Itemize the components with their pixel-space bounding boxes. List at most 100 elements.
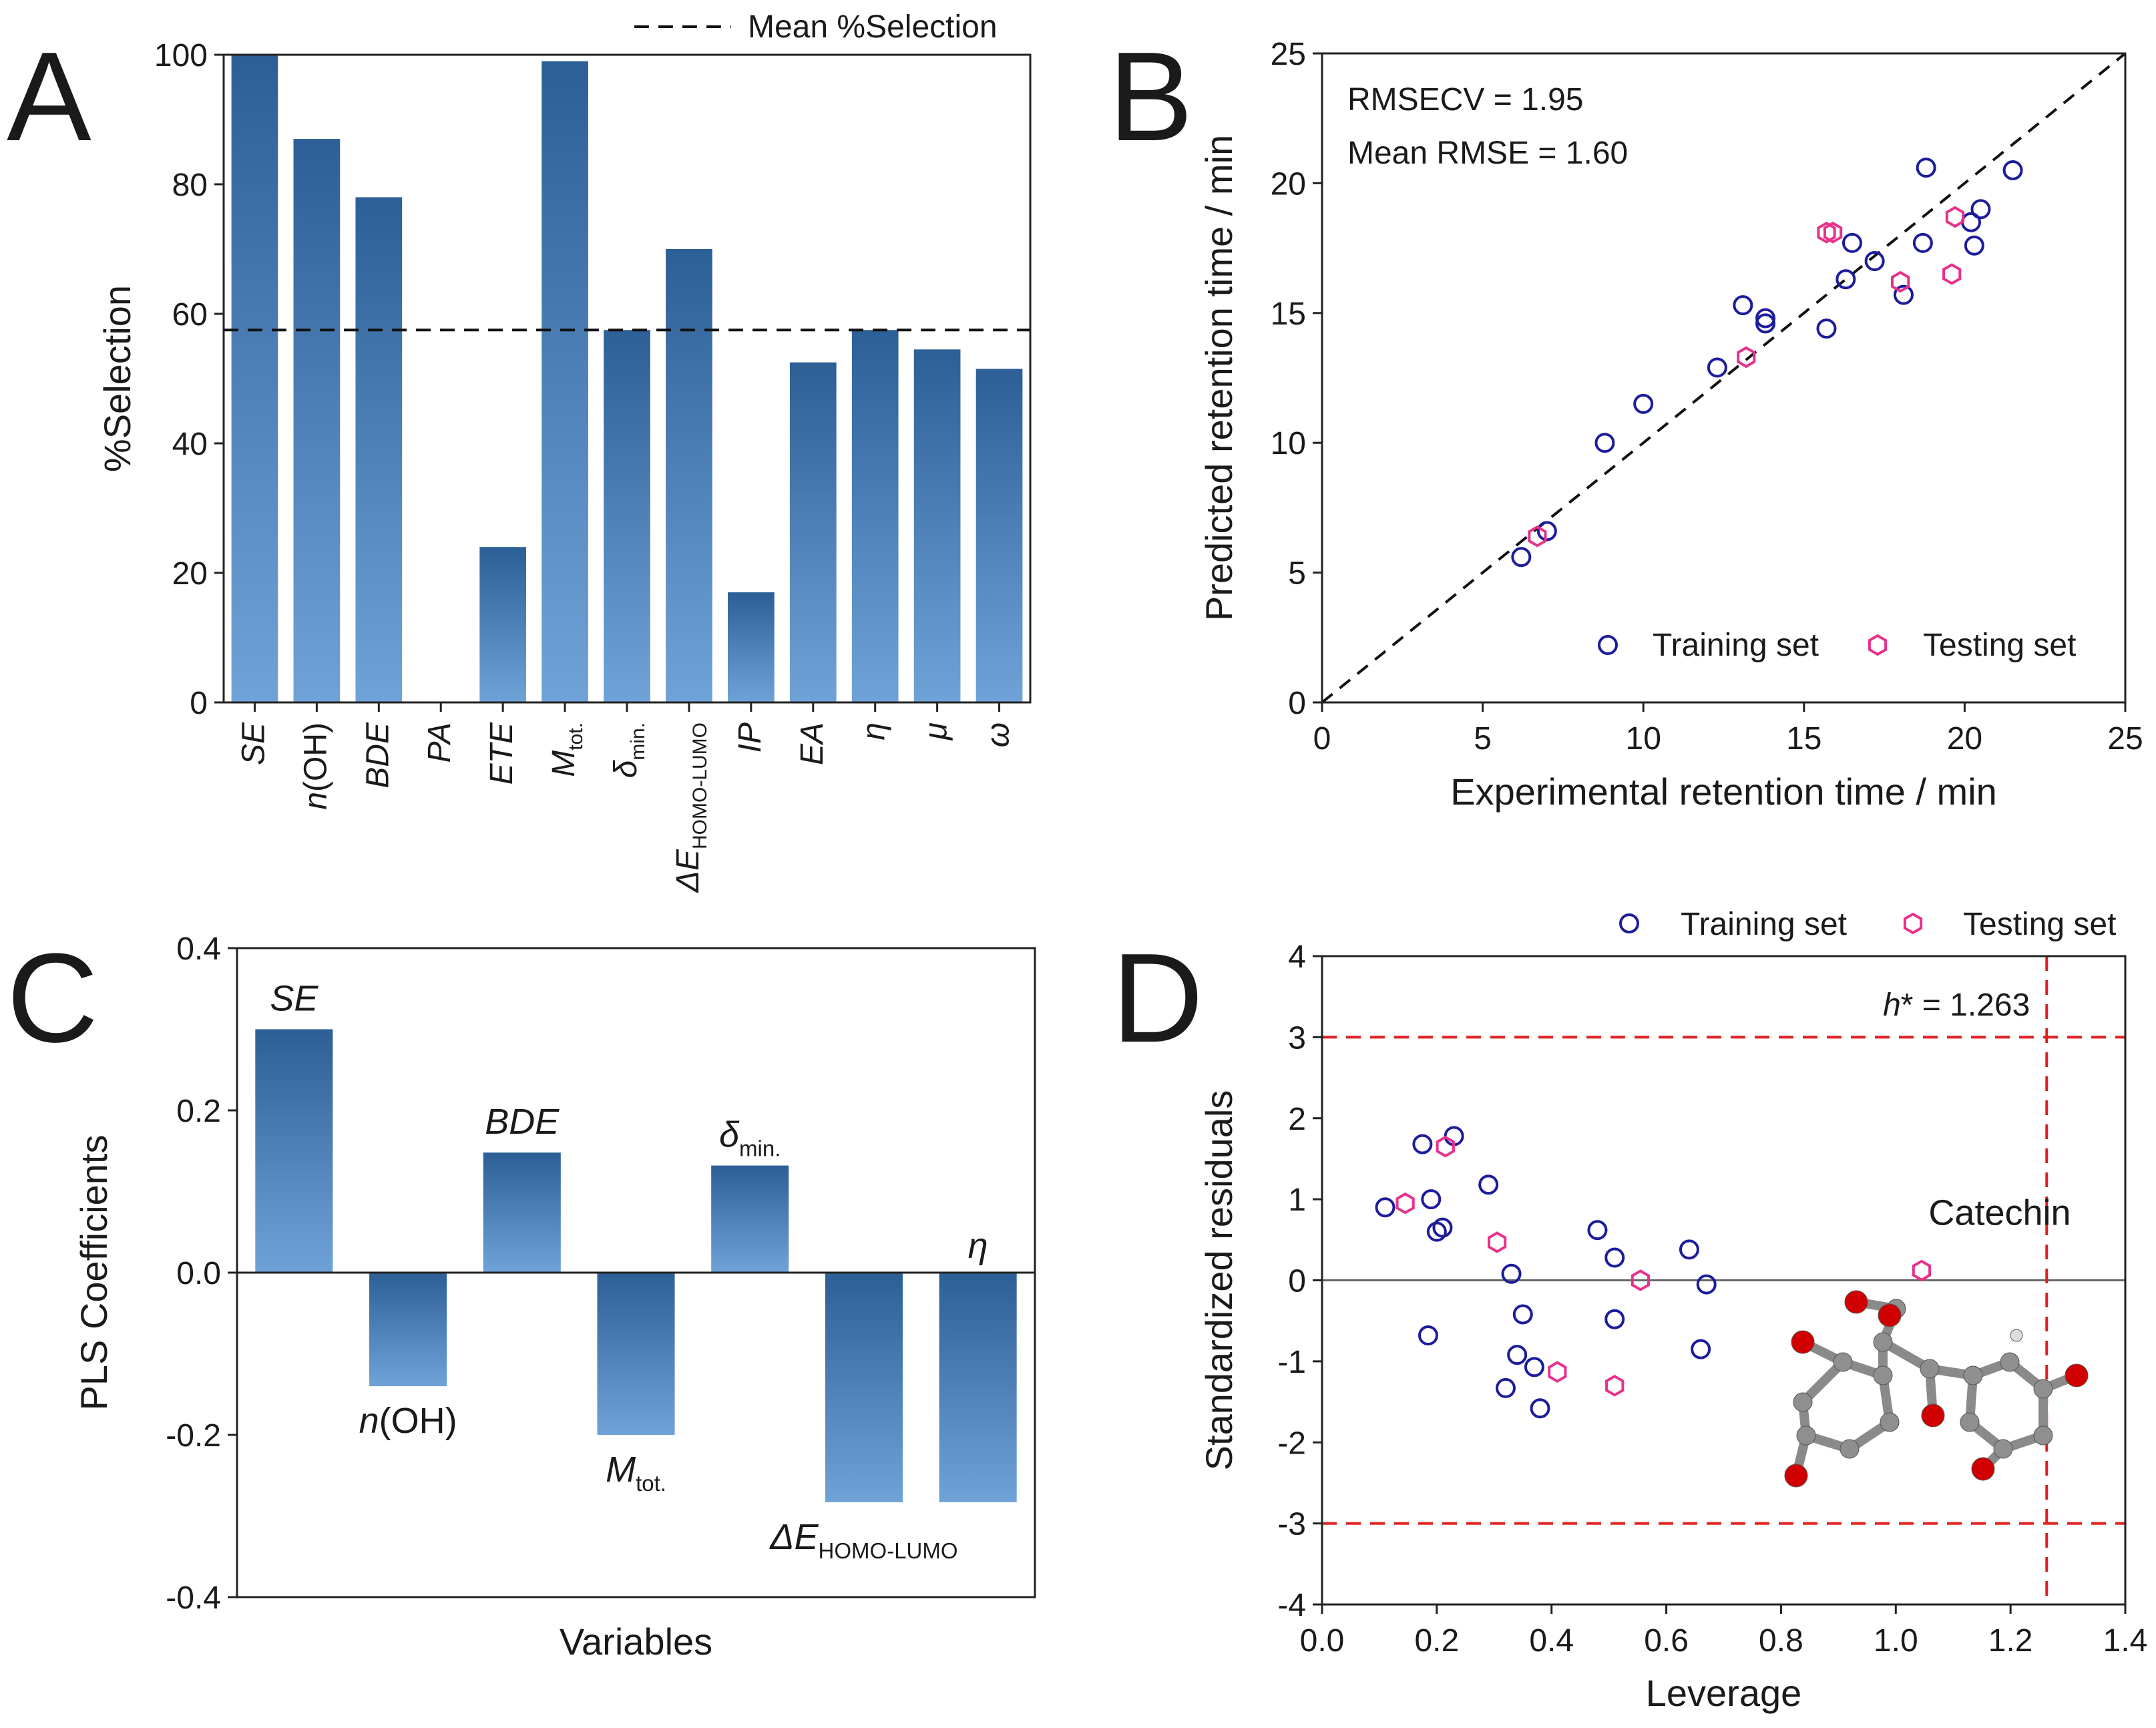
point-testing-2 xyxy=(1488,1231,1507,1253)
point-training-10 xyxy=(1512,1304,1533,1325)
bar-0 xyxy=(255,1029,333,1273)
point-training-4 xyxy=(1707,357,1727,378)
y-tick-label-6: 2 xyxy=(1288,1102,1306,1137)
y-tick-label-2: -2 xyxy=(1277,1426,1306,1461)
bar-11 xyxy=(913,349,961,702)
point-testing-5 xyxy=(1942,263,1962,285)
bar-label-2: BDE xyxy=(485,1102,560,1142)
bar-3 xyxy=(597,1273,675,1435)
legend-training-marker xyxy=(1619,913,1639,933)
catechin-label: Catechin xyxy=(1928,1193,2071,1233)
point-training-0 xyxy=(1375,1197,1395,1218)
x-tick-label-10: η xyxy=(857,722,892,740)
point-training-16 xyxy=(1964,235,1984,256)
x-tick-label-7: ΔEHOMO-LUMO xyxy=(670,722,711,893)
catechin-molecule-illustration xyxy=(1784,1290,2089,1488)
point-testing-3 xyxy=(1823,221,1843,244)
y-tick-label-0: -4 xyxy=(1277,1588,1306,1623)
panel-label-c: C xyxy=(7,927,98,1069)
x-tick-label-0: 0.0 xyxy=(1300,1623,1345,1659)
annotation-rmsecv: RMSECV = 1.95 xyxy=(1347,82,1583,118)
bar-7 xyxy=(666,249,712,702)
legend-mean-label: Mean %Selection xyxy=(748,9,998,45)
bar-10 xyxy=(851,330,899,702)
y-tick-label-2: 10 xyxy=(1271,426,1306,461)
point-training-17 xyxy=(1970,199,1991,220)
panel-label-d: D xyxy=(1112,927,1203,1069)
x-axis-label: Variables xyxy=(560,1621,712,1663)
bar-label-3: Mtot. xyxy=(606,1450,666,1496)
y-tick-label-1: -3 xyxy=(1277,1507,1306,1542)
point-testing-3 xyxy=(1548,1361,1567,1383)
panel-a-bar-chart: SE n(OH) BDE PA ETE Mtot. δmin. ΔEHOMO-LUMO IP EA… xyxy=(96,9,1032,893)
point-training-12 xyxy=(1893,284,1914,305)
panel-b-scatter-chart: 0 5 10 15 20 25 0 5 10 15 20 25 Experimental retenti… xyxy=(1198,37,2143,813)
panel-c-bar-chart: SE n(OH) BDE Mtot. δmin. ΔEHOMO-LUMO η -0.4 -0.2… xyxy=(73,931,1036,1663)
point-training-16 xyxy=(1604,1309,1625,1329)
point-training-19 xyxy=(1696,1274,1717,1295)
y-tick-label-3: 0.2 xyxy=(176,1094,221,1129)
molecule-atom-15 xyxy=(2033,1379,2053,1399)
molecule-atom-0 xyxy=(1791,1330,1815,1354)
point-training-10 xyxy=(1842,232,1862,253)
molecule-atom-10 xyxy=(1878,1303,1902,1327)
y-axis-label: Standardized residuals xyxy=(1198,1090,1240,1471)
point-testing-6 xyxy=(1912,1259,1932,1282)
plot-frame xyxy=(1321,52,2127,704)
plot-frame xyxy=(222,53,1032,704)
point-testing-1 xyxy=(1436,1135,1455,1158)
bar-6 xyxy=(604,330,650,702)
x-tick-label-12: ω xyxy=(981,722,1016,747)
point-training-11 xyxy=(1495,1377,1516,1398)
y-tick-label-7: 3 xyxy=(1288,1020,1306,1056)
point-training-3 xyxy=(1421,1189,1442,1210)
panel-d-williams-plot: 0.0 0.2 0.4 0.6 0.8 1.0 1.2 1.4 -4 -3 -2 -1 0 1 2 3 4 Lev… xyxy=(1198,907,2147,1714)
x-tick-label-4: 20 xyxy=(1947,721,1982,757)
y-tick-label-1: 5 xyxy=(1288,556,1306,592)
molecule-atom-20 xyxy=(1971,1457,1995,1481)
y-tick-label-0: 0 xyxy=(190,686,208,721)
point-training-0 xyxy=(1511,547,1532,568)
x-tick-label-9: EA xyxy=(795,722,830,765)
point-training-15 xyxy=(1604,1247,1625,1268)
molecule-atom-12 xyxy=(1921,1403,1945,1428)
x-tick-label-0: SE xyxy=(236,722,271,765)
molecule-atom-14 xyxy=(2000,1352,2020,1372)
legend-testing-label: Testing set xyxy=(1963,907,2116,942)
legend-training-label: Training set xyxy=(1653,628,1819,663)
bar-4 xyxy=(711,1165,789,1273)
point-training-6 xyxy=(1755,313,1776,334)
x-axis-label: Leverage xyxy=(1646,1672,1802,1714)
point-training-13 xyxy=(1530,1398,1550,1419)
bar-2 xyxy=(355,197,403,702)
y-tick-label-2: 0.0 xyxy=(176,1256,221,1291)
point-testing-4 xyxy=(1605,1374,1625,1397)
x-tick-label-5: Mtot. xyxy=(546,722,587,777)
bar-9 xyxy=(789,362,837,702)
point-training-2 xyxy=(1594,433,1615,453)
point-testing-0 xyxy=(1395,1192,1415,1215)
point-testing-0 xyxy=(1528,525,1547,548)
molecule-atom-22 xyxy=(2010,1329,2023,1342)
point-testing-1 xyxy=(1737,346,1756,369)
y-tick-label-5: 100 xyxy=(154,38,208,73)
point-training-1 xyxy=(1536,521,1557,542)
point-training-11 xyxy=(1864,251,1885,272)
point-training-12 xyxy=(1524,1357,1544,1377)
y-axis-label: Predicted retention time / min xyxy=(1198,135,1240,621)
point-testing-5 xyxy=(1631,1269,1650,1291)
bar-6 xyxy=(939,1273,1017,1502)
x-tick-label-6: δmin. xyxy=(608,722,649,778)
y-tick-label-4: 80 xyxy=(172,168,208,203)
point-training-7 xyxy=(1755,308,1776,329)
panel-label-a: A xyxy=(7,26,91,168)
x-tick-label-3: 0.6 xyxy=(1644,1623,1689,1659)
x-tick-label-8: IP xyxy=(732,722,768,752)
bar-4 xyxy=(479,547,526,702)
x-tick-label-4: 0.8 xyxy=(1759,1623,1803,1659)
y-tick-label-3: 60 xyxy=(172,297,208,333)
x-tick-label-3: PA xyxy=(422,722,457,763)
molecule-atom-5 xyxy=(1840,1439,1860,1459)
x-tick-label-2: 10 xyxy=(1626,721,1661,757)
